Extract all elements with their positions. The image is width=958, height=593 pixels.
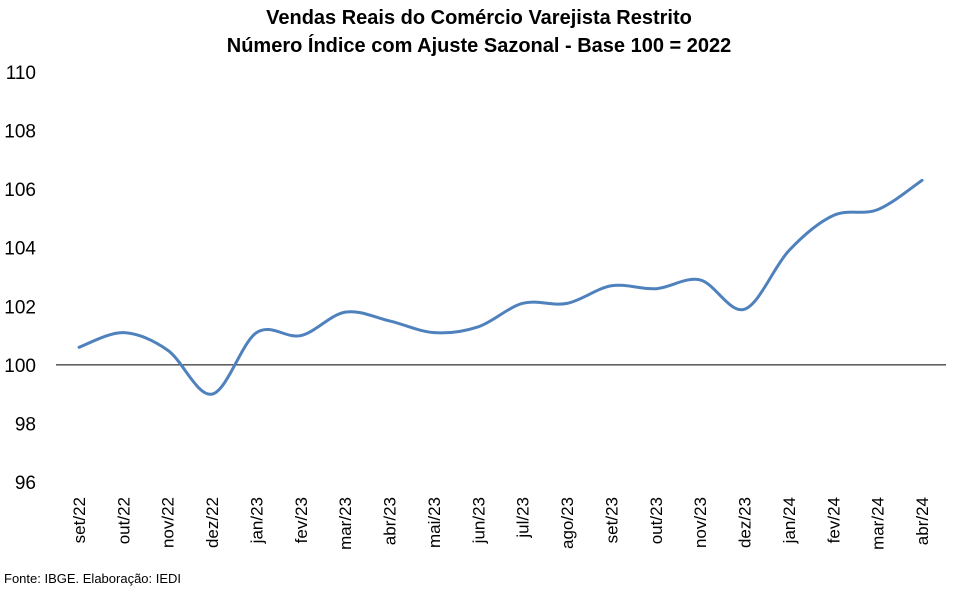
x-tick-label: out/22 [114,497,133,544]
x-tick-label: dez/22 [203,497,222,548]
x-tick-label: jun/23 [469,497,488,544]
series-line [77,178,924,396]
x-tick-label: mar/24 [869,497,888,550]
x-tick-label: jul/23 [514,497,533,539]
x-tick-label: mar/23 [336,497,355,550]
x-tick-label: ago/23 [558,497,577,549]
x-tick-label: abr/24 [913,497,932,545]
y-tick-label: 110 [6,63,36,84]
y-axis: 96 98 100 102 104 106 108 110 [4,63,36,494]
y-tick-label: 100 [4,356,36,377]
x-tick-label: fev/24 [824,497,843,543]
y-tick-label: 98 [15,414,36,435]
y-tick-label: 106 [4,180,36,201]
x-tick-label: nov/23 [691,497,710,548]
x-tick-label: abr/23 [381,497,400,545]
x-tick-label: set/23 [602,497,621,543]
y-tick-label: 108 [4,122,36,143]
x-tick-label: jan/24 [780,497,799,544]
x-tick-label: mai/23 [425,497,444,548]
y-tick-label: 102 [4,297,36,318]
x-axis: set/22 out/22 nov/22 dez/22 jan/23 fev/23 mar/… [70,497,932,550]
y-tick-label: 104 [4,239,36,260]
x-tick-label: dez/23 [736,497,755,548]
data-points [77,178,924,396]
chart-subtitle: Número Índice com Ajuste Sazonal - Base … [226,35,732,57]
x-tick-label: jan/23 [247,497,266,544]
chart-title: Vendas Reais do Comércio Varejista Restr… [266,7,692,29]
y-tick-label: 96 [15,473,36,494]
x-tick-label: nov/22 [159,497,178,548]
x-tick-label: fev/23 [292,497,311,543]
source-note: Fonte: IBGE. Elaboração: IEDI [4,571,182,586]
x-tick-label: out/23 [647,497,666,544]
x-tick-label: set/22 [70,497,89,543]
